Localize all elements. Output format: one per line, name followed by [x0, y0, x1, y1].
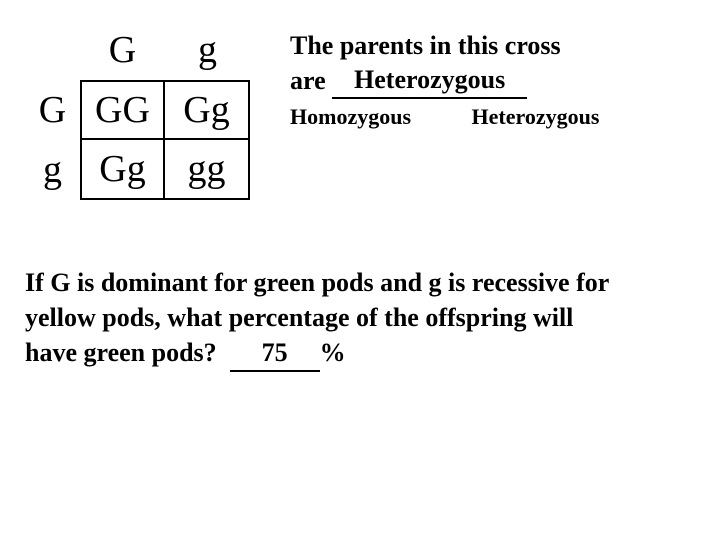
- question-2: If G is dominant for green pods and g is…: [25, 265, 695, 372]
- row-header-2: g: [25, 140, 80, 200]
- q1-prefix: are: [290, 66, 326, 95]
- col-header-1: G: [80, 20, 165, 80]
- punnett-square: G g G g GG Gg Gg gg: [25, 20, 250, 200]
- row-header-1: G: [25, 80, 80, 140]
- question-1: The parents in this cross are Heterozygo…: [290, 20, 599, 132]
- cell-1-1: gg: [165, 140, 250, 200]
- q2-prefix: have green pods?: [25, 338, 217, 367]
- q1-line2: are Heterozygous: [290, 63, 599, 100]
- q1-line1: The parents in this cross: [290, 28, 599, 63]
- q2-text-a: If G is dominant for green pods and g is…: [25, 265, 695, 300]
- cell-0-0: GG: [80, 80, 165, 140]
- cell-1-0: Gg: [80, 140, 165, 200]
- q2-suffix: %: [320, 338, 346, 367]
- q2-answer-blank: 75: [230, 335, 320, 372]
- col-header-2: g: [165, 20, 250, 80]
- q1-answer-blank: Heterozygous: [332, 62, 527, 99]
- option-homozygous: Homozygous: [290, 104, 411, 129]
- q2-text-b: yellow pods, what percentage of the offs…: [25, 300, 695, 335]
- option-heterozygous: Heterozygous: [472, 104, 600, 129]
- q2-text-c: have green pods? 75%: [25, 335, 695, 372]
- q1-options: Homozygous Heterozygous: [290, 102, 599, 132]
- cell-0-1: Gg: [165, 80, 250, 140]
- top-row: G g G g GG Gg Gg gg The parents in this …: [25, 20, 695, 200]
